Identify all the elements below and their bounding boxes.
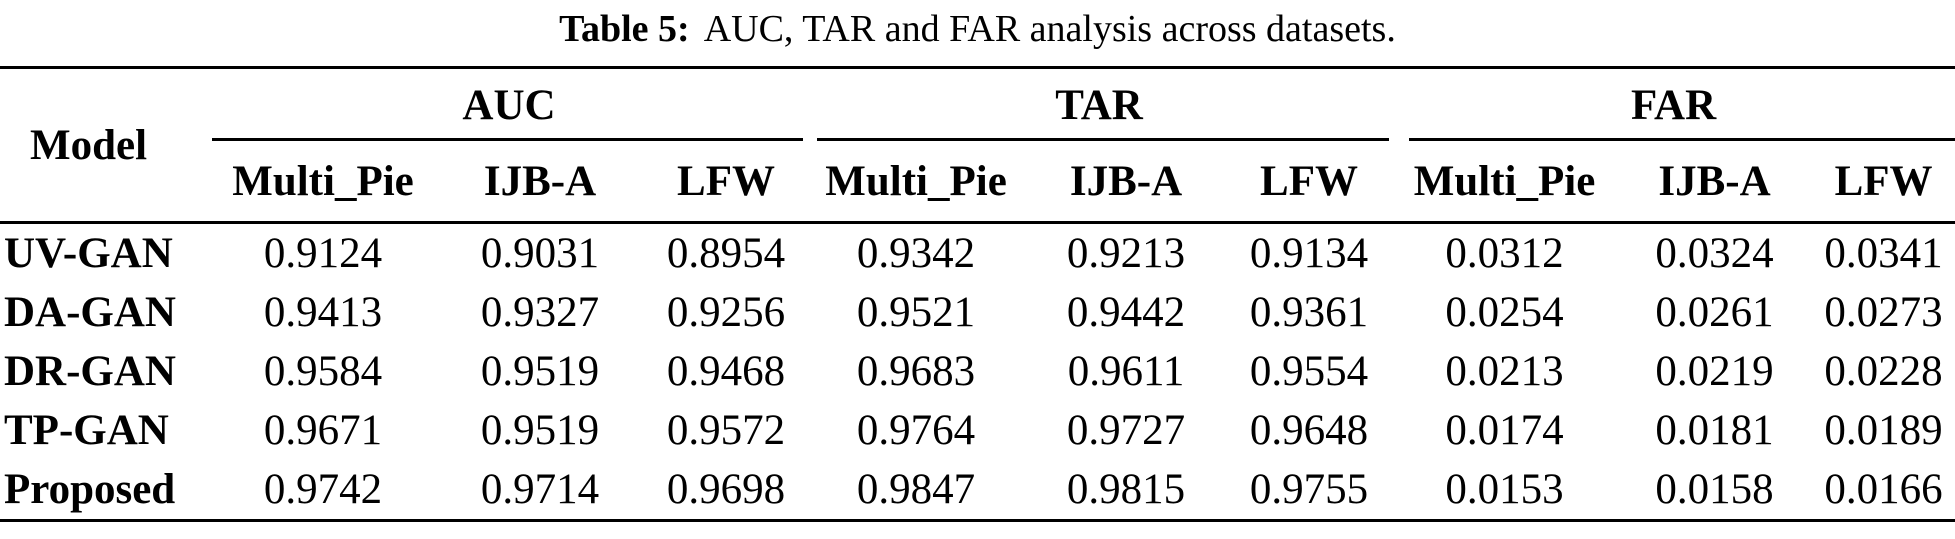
column-header-far-ijba: IJB-A [1617,141,1813,224]
value-cell-auc-ijba: 0.9519 [480,348,600,395]
value-cell-tar-ijba: 0.9611 [1067,348,1185,395]
model-cell: DR-GAN [4,348,176,395]
value-cell-tar-ijba: 0.9213 [1066,230,1186,277]
value-cell-tar-ijba: 0.9727 [1066,407,1186,454]
value-cell-far-multipie: 0.0153 [1445,466,1564,513]
value-cell-auc-multipie: 0.9671 [263,407,383,454]
value-cell-far-multipie: 0.0213 [1445,348,1564,395]
value-cell-far-ijba: 0.0219 [1655,348,1774,395]
column-header-auc-ijba: IJB-A [434,141,646,224]
group-label-far: FAR [1630,81,1717,129]
tar-group-rule [817,138,1390,141]
column-header-auc-multipie: Multi_Pie [212,141,434,224]
model-cell: UV-GAN [4,230,173,277]
value-cell-tar-lfw: 0.9361 [1249,289,1369,336]
value-cell-auc-lfw: 0.8954 [666,230,786,277]
value-cell-far-ijba: 0.0261 [1655,289,1774,336]
value-cell-tar-lfw: 0.9554 [1249,348,1369,395]
group-header-auc: AUC [212,69,806,141]
value-cell-far-ijba: 0.0181 [1655,407,1774,454]
value-cell-auc-multipie: 0.9413 [263,289,383,336]
value-cell-far-lfw: 0.0341 [1824,230,1943,277]
group-label-auc: AUC [462,81,556,129]
group-header-far: FAR [1392,69,1955,141]
value-cell-far-lfw: 0.0189 [1824,407,1943,454]
value-cell-tar-multipie: 0.9683 [856,348,976,395]
group-label-tar: TAR [1055,81,1143,129]
model-cell: TP-GAN [4,407,169,454]
value-cell-auc-ijba: 0.9519 [480,407,600,454]
value-cell-auc-multipie: 0.9124 [263,230,383,277]
table-row-da-gan: DA-GAN 0.9413 0.9327 0.9256 0.9521 0.944… [0,283,1955,342]
value-cell-far-lfw: 0.0273 [1824,289,1943,336]
value-cell-tar-multipie: 0.9764 [856,407,976,454]
caption-text: AUC, TAR and FAR analysis across dataset… [703,8,1396,50]
value-cell-tar-multipie: 0.9521 [856,289,976,336]
results-table: Model AUC TAR FAR Multi_Pie IJB-A LFW Mu… [0,66,1955,522]
group-header-tar: TAR [806,69,1392,141]
value-cell-far-multipie: 0.0254 [1445,289,1564,336]
value-cell-auc-ijba: 0.9714 [480,466,600,513]
auc-group-rule [212,138,804,141]
value-cell-auc-ijba: 0.9327 [480,289,600,336]
caption-label: Table 5: [559,8,690,50]
value-cell-auc-lfw: 0.9698 [666,466,786,513]
value-cell-far-lfw: 0.0166 [1824,466,1943,513]
model-cell: DA-GAN [4,289,176,336]
table-row-tp-gan: TP-GAN 0.9671 0.9519 0.9572 0.9764 0.972… [0,401,1955,460]
value-cell-tar-lfw: 0.9648 [1249,407,1369,454]
table-caption: Table 5: AUC, TAR and FAR analysis across… [0,0,1955,61]
value-cell-auc-lfw: 0.9468 [666,348,786,395]
value-cell-auc-ijba: 0.9031 [480,230,600,277]
value-cell-tar-multipie: 0.9342 [856,230,976,277]
column-header-tar-lfw: LFW [1226,141,1393,224]
column-header-tar-ijba: IJB-A [1026,141,1227,224]
value-cell-auc-lfw: 0.9572 [666,407,786,454]
column-header-far-multipie: Multi_Pie [1392,141,1618,224]
value-cell-far-ijba: 0.0324 [1655,230,1774,277]
column-header-model: Model [0,69,212,224]
far-group-rule [1409,138,1955,141]
model-cell: Proposed [4,466,176,513]
column-header-auc-lfw: LFW [646,141,807,224]
value-cell-tar-lfw: 0.9134 [1249,230,1369,277]
value-cell-auc-multipie: 0.9584 [263,348,383,395]
value-cell-tar-lfw: 0.9755 [1249,466,1369,513]
value-cell-far-ijba: 0.0158 [1655,466,1774,513]
value-cell-auc-multipie: 0.9742 [263,466,383,513]
column-header-far-lfw: LFW [1812,141,1955,224]
value-cell-auc-lfw: 0.9256 [666,289,786,336]
value-cell-far-multipie: 0.0174 [1445,407,1564,454]
table-row-dr-gan: DR-GAN 0.9584 0.9519 0.9468 0.9683 0.961… [0,342,1955,401]
value-cell-far-multipie: 0.0312 [1445,230,1564,277]
value-cell-tar-multipie: 0.9847 [856,466,976,513]
value-cell-tar-ijba: 0.9442 [1066,289,1186,336]
value-cell-far-lfw: 0.0228 [1824,348,1943,395]
column-header-tar-multipie: Multi_Pie [806,141,1027,224]
value-cell-tar-ijba: 0.9815 [1066,466,1186,513]
table-row-proposed: Proposed 0.9742 0.9714 0.9698 0.9847 0.9… [0,460,1955,519]
table-row-uv-gan: UV-GAN 0.9124 0.9031 0.8954 0.9342 0.921… [0,224,1955,283]
